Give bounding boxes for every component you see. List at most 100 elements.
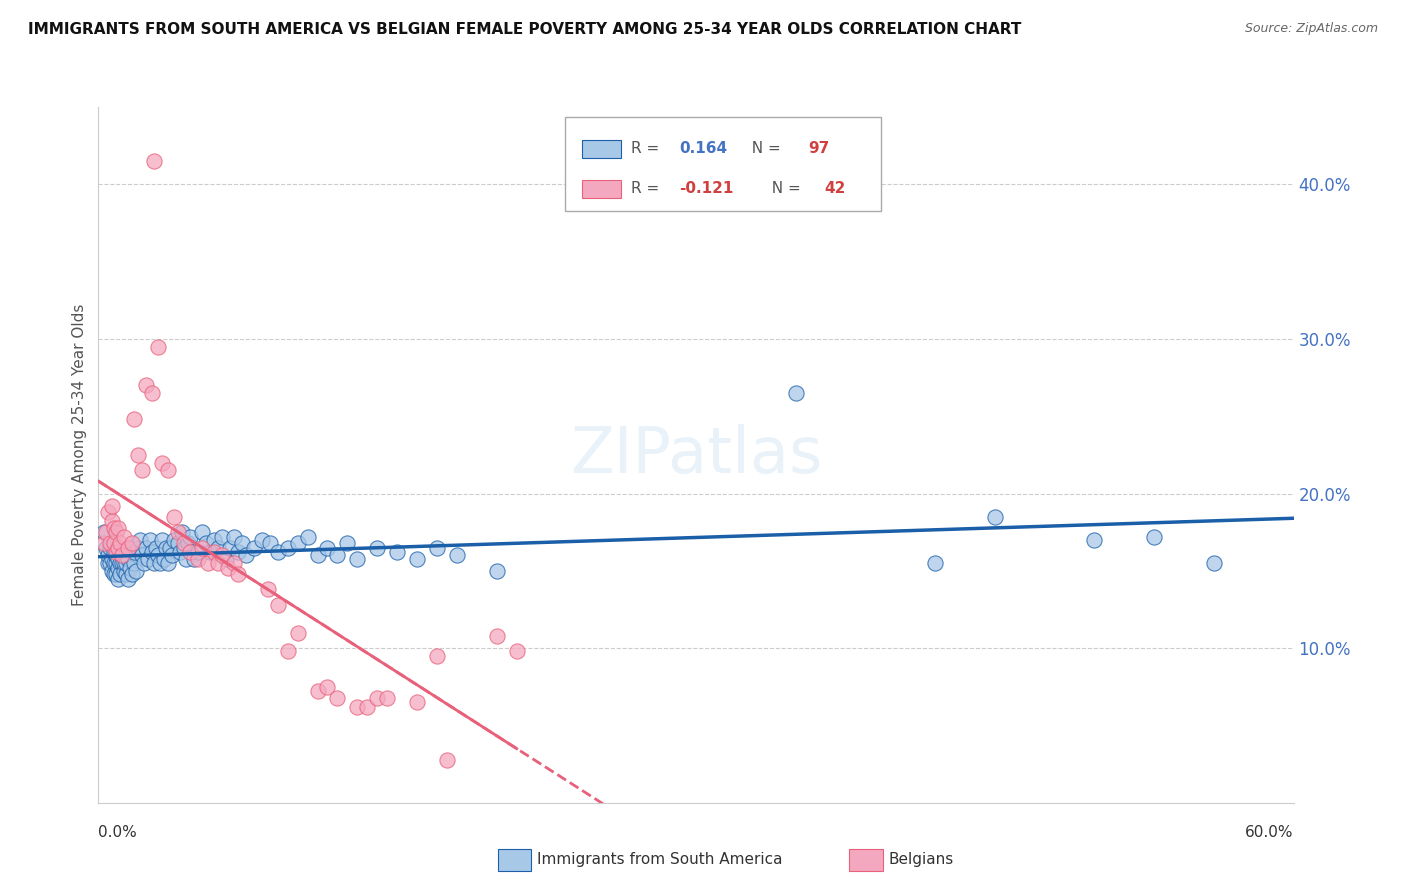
Point <box>111 549 134 563</box>
Point <box>222 530 245 544</box>
Text: 0.0%: 0.0% <box>98 825 138 840</box>
Point <box>117 572 139 586</box>
Point <box>167 525 190 540</box>
Point <box>277 644 299 658</box>
Point <box>105 556 128 570</box>
Point <box>195 536 218 550</box>
Point <box>219 541 242 555</box>
Point <box>243 541 266 555</box>
Point <box>101 515 124 529</box>
Text: 97: 97 <box>808 141 830 156</box>
Point <box>167 536 190 550</box>
Point <box>406 695 429 709</box>
Text: R =: R = <box>631 141 664 156</box>
Point <box>103 520 125 534</box>
Point <box>157 556 180 570</box>
Text: 42: 42 <box>824 181 846 196</box>
Point <box>111 549 134 563</box>
Point <box>174 551 197 566</box>
Point <box>131 463 153 477</box>
Point <box>426 541 449 555</box>
Point <box>93 525 115 540</box>
Point <box>436 752 458 766</box>
Point <box>136 551 159 566</box>
Point <box>107 541 129 555</box>
Point <box>150 533 173 547</box>
Point <box>97 549 120 563</box>
Point <box>215 551 238 566</box>
Point <box>385 545 409 559</box>
Point <box>148 340 170 354</box>
Point <box>145 541 167 555</box>
Point <box>235 549 257 563</box>
Point <box>148 549 170 563</box>
Point <box>124 412 146 426</box>
Point <box>287 536 309 550</box>
Point <box>366 690 388 705</box>
Point <box>506 644 529 658</box>
Point <box>267 598 290 612</box>
Point <box>984 509 1007 524</box>
Point <box>197 556 219 570</box>
Point <box>231 536 253 550</box>
Point <box>101 499 124 513</box>
Point <box>366 541 388 555</box>
Point <box>107 551 129 566</box>
Point <box>101 564 124 578</box>
Point <box>183 551 205 566</box>
Point <box>426 648 449 663</box>
Point <box>103 536 125 550</box>
Text: ZIPatlas: ZIPatlas <box>569 424 823 486</box>
Point <box>125 564 148 578</box>
Point <box>177 536 200 550</box>
Point <box>159 541 181 555</box>
Point <box>139 533 162 547</box>
Point <box>150 456 173 470</box>
Point <box>100 556 122 570</box>
Point <box>785 386 807 401</box>
Point <box>446 549 468 563</box>
Point <box>112 556 135 570</box>
Point <box>101 551 124 566</box>
Point <box>120 561 142 575</box>
Point <box>135 541 157 555</box>
Point <box>1143 530 1166 544</box>
Point <box>375 690 398 705</box>
Point <box>163 509 186 524</box>
Point <box>336 536 359 550</box>
Point <box>307 549 329 563</box>
Point <box>169 545 191 559</box>
Point <box>187 551 209 566</box>
Point <box>187 545 209 559</box>
Point <box>1083 533 1105 547</box>
Point <box>135 378 157 392</box>
Point <box>346 700 368 714</box>
Text: 0.164: 0.164 <box>679 141 727 156</box>
Point <box>112 530 135 544</box>
Point <box>121 536 143 550</box>
Point <box>117 541 139 555</box>
Point <box>141 386 163 401</box>
Point <box>316 680 339 694</box>
Point <box>100 536 122 550</box>
Point <box>157 463 180 477</box>
Point <box>259 536 281 550</box>
Point <box>211 549 233 563</box>
Y-axis label: Female Poverty Among 25-34 Year Olds: Female Poverty Among 25-34 Year Olds <box>72 304 87 606</box>
Text: IMMIGRANTS FROM SOUTH AMERICA VS BELGIAN FEMALE POVERTY AMONG 25-34 YEAR OLDS CO: IMMIGRANTS FROM SOUTH AMERICA VS BELGIAN… <box>28 22 1022 37</box>
Point <box>105 566 128 581</box>
Point <box>100 541 122 555</box>
Point <box>163 533 186 547</box>
Point <box>198 545 221 559</box>
Point <box>211 530 233 544</box>
Point <box>149 556 172 570</box>
Point <box>105 549 128 563</box>
Text: Immigrants from South America: Immigrants from South America <box>537 853 783 867</box>
Point <box>121 566 143 581</box>
Point <box>307 684 329 698</box>
Point <box>326 690 349 705</box>
Point <box>173 536 195 550</box>
Point <box>110 566 132 581</box>
Point <box>406 551 429 566</box>
Point <box>202 545 225 559</box>
